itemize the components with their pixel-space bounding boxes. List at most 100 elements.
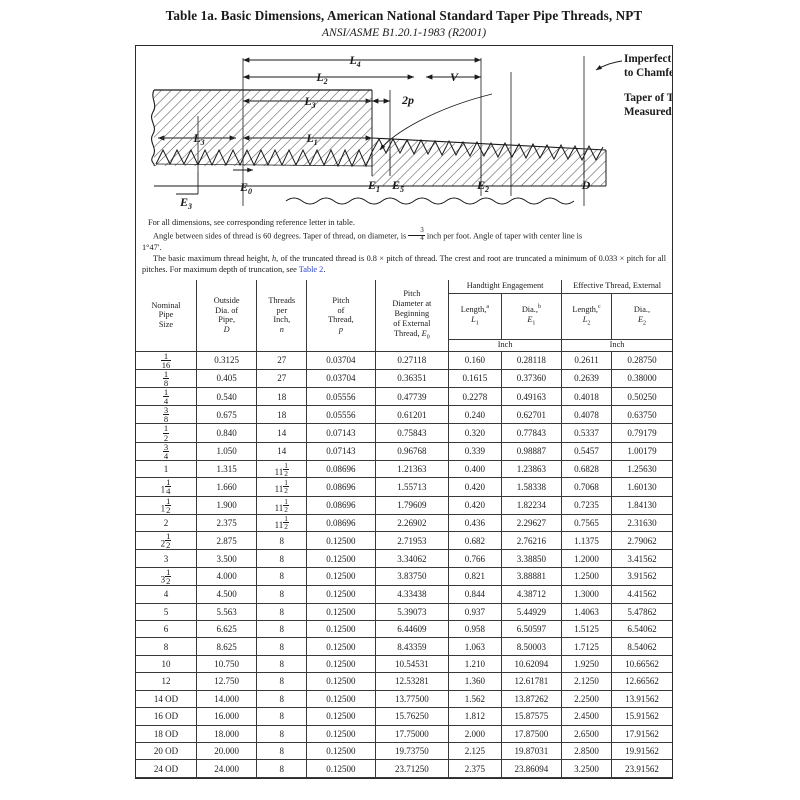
cell-pitch: 0.12500	[306, 759, 376, 778]
cell-pitch: 0.12500	[306, 549, 376, 568]
cell-threads-per-inch: 8	[256, 724, 308, 744]
header-unit-effective: Inch	[561, 338, 672, 352]
cell-e0: 0.75843	[374, 423, 450, 443]
cell-e2: 13.91562	[611, 689, 672, 709]
diagram-svg: L4 L2 L3 L1 L3 V 2p E3 E0 E1 E5	[151, 53, 672, 211]
cell-e2: 23.91562	[611, 759, 672, 778]
cell-e2: 2.31630	[611, 513, 672, 533]
cell-e1: 1.58338	[500, 477, 563, 497]
cell-e1: 0.37360	[500, 368, 563, 389]
cell-l1: 1.812	[448, 707, 502, 726]
cell-nominal-size: 10	[136, 654, 197, 674]
cell-nominal-size: 1 16	[136, 350, 197, 370]
cell-l2: 2.4500	[561, 707, 612, 726]
table-row: 1 1.315 11 1 2 0.08696 1.21363 0.400 1.23863 0.68…	[136, 459, 672, 479]
cell-threads-per-inch: 14	[256, 423, 308, 443]
cell-e1: 3.38850	[500, 549, 563, 568]
cell-e2: 19.91562	[611, 741, 672, 761]
cell-e2: 1.25630	[611, 459, 672, 479]
cell-e0: 0.36351	[374, 368, 450, 389]
cell-nominal-size: 24 OD	[136, 759, 197, 778]
cell-l1: 0.766	[448, 549, 502, 568]
cell-threads-per-inch: 8	[256, 707, 308, 726]
cell-l1: 0.1615	[448, 368, 502, 389]
cell-nominal-size: 6	[136, 619, 197, 639]
cell-l2: 1.2000	[561, 549, 612, 568]
header-pitch-of-thread: Pitch of Thread, p	[306, 280, 376, 352]
header-threads-per-inch: Threads per Inch, n	[256, 280, 308, 352]
note-4-part-a: The basic maximum thread height,	[153, 254, 272, 263]
cell-outside-dia: 0.540	[195, 386, 258, 407]
cell-l1: 0.320	[448, 423, 502, 443]
header-row-symbols: Length,a L1 Dia.,b E1 Length,c L2 Dia.	[136, 292, 672, 340]
table-row: 24 OD 24.000 8 0.12500 23.71250 2.375 23.86094…	[136, 759, 672, 778]
cell-nominal-size: 8	[136, 637, 197, 656]
cell-e1: 0.28118	[500, 350, 563, 370]
cell-pitch: 0.12500	[306, 619, 376, 639]
label-L2: L2	[315, 70, 327, 86]
header-group-handtight-engagement: Handtight Engagement	[448, 280, 563, 294]
table-row: 1 16 0.3125 27 0.03704 0.27118 0.160 0.28118 0.2…	[136, 350, 672, 370]
cell-l2: 3.2500	[561, 759, 612, 778]
cell-l1: 2.000	[448, 724, 502, 744]
cell-e2: 12.66562	[611, 672, 672, 691]
cell-pitch: 0.05556	[306, 405, 376, 425]
cell-l1: 0.844	[448, 585, 502, 604]
cell-l1: 1.063	[448, 637, 502, 656]
table-2-link[interactable]: Table 2	[298, 265, 324, 275]
header-dia-e2: Dia., E2	[611, 292, 672, 340]
cell-e0: 10.54531	[374, 654, 450, 674]
cell-threads-per-inch: 8	[256, 619, 308, 639]
cell-e1: 2.29627	[500, 513, 563, 533]
cell-nominal-size: 2	[136, 513, 197, 533]
cell-l2: 0.7565	[561, 513, 612, 533]
cell-threads-per-inch: 8	[256, 637, 308, 656]
cell-outside-dia: 1.660	[195, 477, 258, 497]
cell-outside-dia: 5.563	[195, 602, 258, 621]
cell-l2: 1.1375	[561, 531, 612, 551]
table-row: 1 1 2 1.900 11 1 2 0.08696 1.79609 0.420 1.82234 0.…	[136, 495, 672, 515]
thread-profile	[155, 137, 604, 168]
cell-e0: 0.96768	[374, 441, 450, 461]
table-row: 1 1 4 1.660 11 1 2 0.08696 1.55713 0.420 1.58338 0.…	[136, 477, 672, 497]
cell-e0: 0.47739	[374, 386, 450, 407]
symbol-h: h	[271, 254, 277, 263]
cell-e2: 1.00179	[611, 441, 672, 461]
note-4-end: .	[323, 265, 326, 275]
cell-l1: 0.958	[448, 619, 502, 639]
cell-e0: 5.39073	[374, 602, 450, 621]
note-line-4: The basic maximum thread height, h, of t…	[142, 253, 666, 275]
cell-e2: 3.41562	[611, 549, 672, 568]
cell-e1: 0.62701	[500, 405, 563, 425]
cell-e0: 19.73750	[374, 741, 450, 761]
fraction-numerator: 3	[408, 227, 425, 236]
cell-threads-per-inch: 18	[256, 386, 308, 407]
cell-threads-per-inch: 8	[256, 741, 308, 761]
table-row: 12 12.750 8 0.12500 12.53281 1.360 12.61781 2.1…	[136, 672, 672, 691]
header-outside-dia: Outside Dia. of Pipe, D	[195, 280, 258, 352]
cell-e2: 0.28750	[611, 350, 672, 370]
annotation-imperfect-line2: to Chamfer on die	[624, 67, 672, 79]
cell-l1: 0.160	[448, 350, 502, 370]
header-row-groups: Nominal Pipe Size Outside Dia. of Pipe, …	[136, 280, 672, 352]
cell-pitch: 0.12500	[306, 602, 376, 621]
cell-e2: 0.38000	[611, 368, 672, 389]
cell-e0: 12.53281	[374, 672, 450, 691]
cell-threads-per-inch: 18	[256, 405, 308, 425]
cell-e2: 10.66562	[611, 654, 672, 674]
cell-threads-per-inch: 8	[256, 759, 308, 778]
cell-l1: 0.937	[448, 602, 502, 621]
cell-e0: 2.71953	[374, 531, 450, 551]
cell-l1: 0.339	[448, 441, 502, 461]
cell-e0: 1.79609	[374, 495, 450, 515]
cell-nominal-size: 20 OD	[136, 741, 197, 761]
cell-pitch: 0.03704	[306, 368, 376, 389]
table-row: 10 10.750 8 0.12500 10.54531 1.210 10.62094 1.9…	[136, 654, 672, 674]
cell-threads-per-inch: 11 1 2	[256, 495, 308, 515]
page-title: Table 1a. Basic Dimensions, American Nat…	[165, 8, 643, 23]
